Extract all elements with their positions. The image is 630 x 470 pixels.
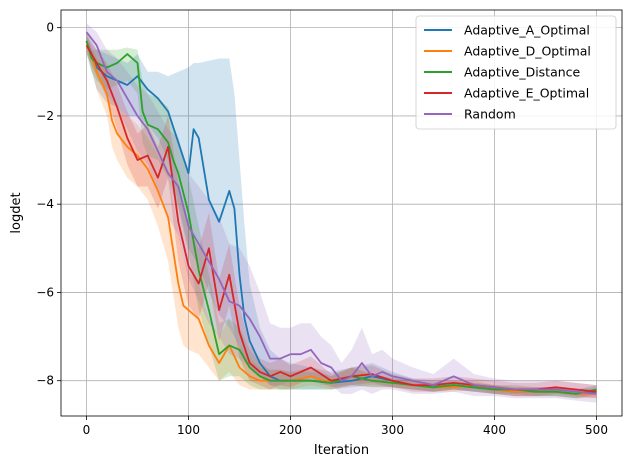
confidence-bands bbox=[86, 23, 597, 403]
y-tick-label: −8 bbox=[36, 374, 54, 388]
legend: Adaptive_A_Optimal Adaptive_D_Optimal Adap… bbox=[415, 15, 617, 130]
x-axis-label: Iteration bbox=[314, 443, 369, 458]
x-tick-label: 200 bbox=[279, 423, 302, 437]
legend-label-adaptive-distance: Adaptive_Distance bbox=[464, 65, 581, 80]
y-tick-label: −2 bbox=[36, 109, 54, 123]
plot-frame bbox=[60, 9, 623, 417]
x-axis: 0 100 200 300 400 500 bbox=[83, 416, 608, 437]
series-lines bbox=[85, 31, 597, 395]
legend-label-random: Random bbox=[464, 107, 516, 122]
band-adaptive-distance bbox=[86, 32, 597, 399]
y-tick-label: 0 bbox=[46, 21, 54, 35]
legend-label-adaptive-e-optimal: Adaptive_E_Optimal bbox=[464, 86, 589, 101]
band-adaptive-e-optimal bbox=[86, 36, 597, 399]
line-adaptive-distance bbox=[85, 40, 597, 395]
x-tick-label: 400 bbox=[483, 423, 506, 437]
x-tick-label: 300 bbox=[381, 423, 404, 437]
x-tick-label: 0 bbox=[83, 423, 91, 437]
y-axis: 0 −2 −4 −6 −8 bbox=[36, 21, 61, 388]
line-random bbox=[85, 31, 597, 395]
legend-label-adaptive-d-optimal: Adaptive_D_Optimal bbox=[464, 44, 591, 59]
y-tick-label: −4 bbox=[36, 197, 54, 211]
x-tick-label: 500 bbox=[585, 423, 608, 437]
y-axis-label: logdet bbox=[9, 192, 24, 233]
x-tick-label: 100 bbox=[177, 423, 200, 437]
legend-label-adaptive-a-optimal: Adaptive_A_Optimal bbox=[464, 23, 590, 38]
y-tick-label: −6 bbox=[36, 285, 54, 299]
legend-box bbox=[415, 15, 617, 130]
band-adaptive-a-optimal bbox=[86, 32, 597, 399]
band-random bbox=[86, 23, 597, 403]
